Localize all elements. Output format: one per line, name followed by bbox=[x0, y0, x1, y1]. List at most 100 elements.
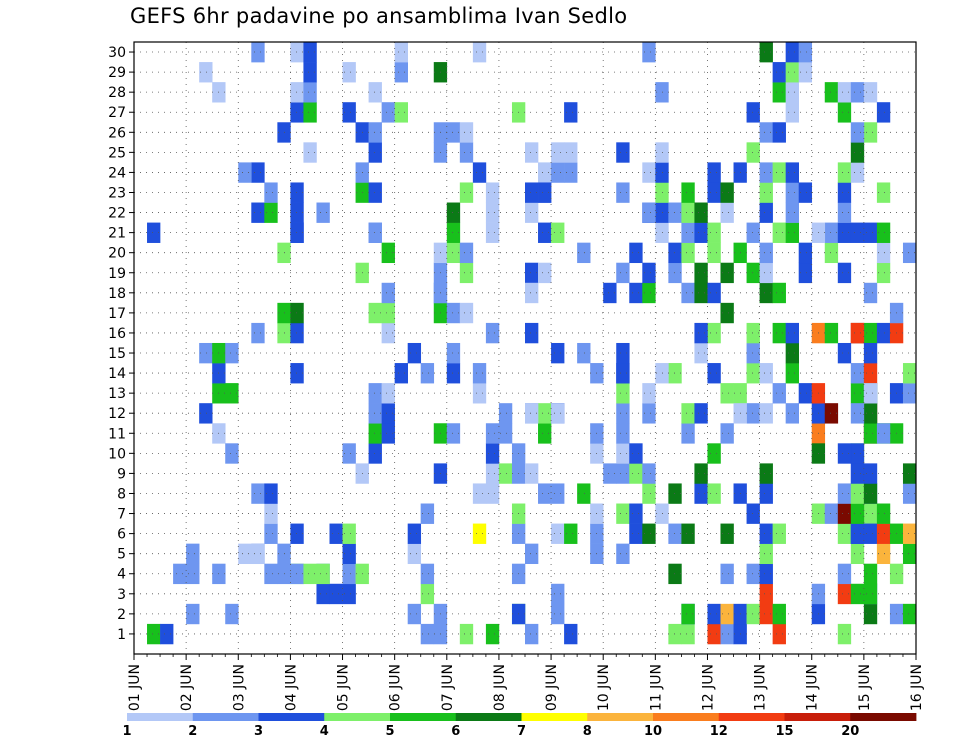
heatmap-cell bbox=[850, 82, 865, 103]
heatmap-cell bbox=[642, 282, 656, 304]
heatmap-cell bbox=[551, 403, 565, 424]
heatmap-cell bbox=[785, 182, 799, 203]
heatmap-cell bbox=[446, 342, 461, 364]
heatmap-cell bbox=[863, 403, 878, 424]
heatmap-cell bbox=[342, 62, 356, 83]
heatmap-cell bbox=[616, 262, 630, 284]
heatmap-cell bbox=[381, 403, 395, 424]
heatmap-cell bbox=[798, 182, 813, 203]
heatmap-cell bbox=[381, 423, 395, 444]
heatmap-cell bbox=[876, 242, 891, 264]
heatmap-cell bbox=[368, 383, 382, 404]
heatmap-cell bbox=[876, 423, 891, 444]
heatmap-cell bbox=[824, 322, 839, 344]
heatmap-cell bbox=[381, 282, 395, 304]
heatmap-cell bbox=[694, 322, 708, 344]
heatmap-cell bbox=[746, 322, 760, 344]
heatmap-cell bbox=[876, 503, 891, 524]
heatmap-cell bbox=[290, 322, 304, 344]
y-tick-label: 4 bbox=[117, 567, 126, 583]
heatmap-cell bbox=[225, 603, 239, 625]
heatmap-cell bbox=[264, 182, 278, 203]
heatmap-cell bbox=[251, 162, 265, 183]
heatmap-cell bbox=[850, 142, 865, 163]
heatmap-cell bbox=[525, 403, 539, 424]
heatmap-cell bbox=[720, 182, 734, 203]
heatmap-cell bbox=[342, 523, 356, 544]
heatmap-cell bbox=[746, 142, 760, 163]
heatmap-cell bbox=[485, 463, 500, 484]
heatmap-cell bbox=[720, 623, 734, 645]
heatmap-cell bbox=[837, 523, 852, 544]
heatmap-cell bbox=[186, 603, 200, 625]
x-tick-label: 07 JUN bbox=[440, 664, 456, 711]
heatmap-cell bbox=[616, 342, 630, 364]
heatmap-cell bbox=[785, 222, 799, 243]
heatmap-cell bbox=[902, 383, 917, 404]
colorbar-label: 5 bbox=[385, 724, 394, 739]
heatmap-cell bbox=[538, 403, 552, 424]
heatmap-cell bbox=[746, 222, 760, 243]
heatmap-cell bbox=[316, 563, 330, 585]
heatmap-cell bbox=[694, 222, 708, 243]
heatmap-cell bbox=[251, 42, 265, 63]
heatmap-cell bbox=[759, 202, 773, 223]
heatmap-cell bbox=[694, 342, 708, 364]
heatmap-cell bbox=[186, 543, 200, 565]
heatmap-cell bbox=[225, 383, 239, 404]
heatmap-cell bbox=[824, 242, 839, 264]
heatmap-cell bbox=[876, 222, 891, 243]
heatmap-cell bbox=[485, 222, 500, 243]
heatmap-cell bbox=[642, 202, 656, 223]
heatmap-cell bbox=[746, 262, 760, 284]
heatmap-cell bbox=[707, 483, 721, 504]
heatmap-cell bbox=[251, 202, 265, 223]
heatmap-cell bbox=[459, 262, 474, 284]
heatmap-cell bbox=[772, 122, 786, 143]
heatmap-cell bbox=[472, 162, 487, 183]
heatmap-cell bbox=[694, 483, 708, 504]
heatmap-cell bbox=[394, 363, 408, 384]
heatmap-cell bbox=[759, 182, 773, 203]
heatmap-cell bbox=[290, 202, 304, 223]
heatmap-cell bbox=[902, 543, 917, 565]
x-tick-label: 10 JUN bbox=[596, 664, 612, 711]
heatmap-cell bbox=[459, 122, 474, 143]
heatmap-cell bbox=[785, 42, 799, 63]
heatmap-cell bbox=[147, 222, 161, 243]
heatmap-cell bbox=[642, 483, 656, 504]
heatmap-cell bbox=[525, 202, 539, 223]
heatmap-cell bbox=[316, 202, 330, 223]
heatmap-cell bbox=[837, 443, 852, 464]
heatmap-cell bbox=[381, 383, 395, 404]
heatmap-cell bbox=[655, 222, 669, 243]
heatmap-cell bbox=[772, 603, 786, 625]
heatmap-cell bbox=[785, 82, 799, 103]
heatmap-cell bbox=[485, 202, 500, 223]
y-tick-label: 10 bbox=[108, 446, 126, 462]
heatmap-cell bbox=[368, 222, 382, 243]
heatmap-cell bbox=[759, 162, 773, 183]
heatmap-cell bbox=[902, 363, 917, 384]
x-tick-label: 06 JUN bbox=[388, 664, 404, 711]
heatmap-cell bbox=[668, 523, 682, 544]
heatmap-cell bbox=[798, 262, 813, 284]
heatmap-cell bbox=[199, 342, 213, 364]
heatmap-cell bbox=[368, 122, 382, 143]
heatmap-cell bbox=[902, 242, 917, 264]
heatmap-cell bbox=[759, 42, 773, 63]
x-tick-label: 11 JUN bbox=[648, 664, 664, 711]
heatmap-cell bbox=[902, 523, 917, 544]
heatmap-cell bbox=[863, 523, 878, 544]
heatmap-cell bbox=[798, 42, 813, 63]
y-tick-label: 29 bbox=[108, 65, 126, 81]
y-tick-label: 2 bbox=[117, 607, 126, 623]
colorbar-swatch bbox=[784, 713, 851, 721]
heatmap-cell bbox=[876, 102, 891, 123]
heatmap-cell bbox=[746, 503, 760, 524]
heatmap-cell bbox=[746, 363, 760, 384]
y-tick-label: 27 bbox=[108, 105, 126, 121]
heatmap-cell bbox=[525, 282, 539, 304]
heatmap-cell bbox=[407, 603, 422, 625]
heatmap-cell bbox=[525, 463, 539, 484]
